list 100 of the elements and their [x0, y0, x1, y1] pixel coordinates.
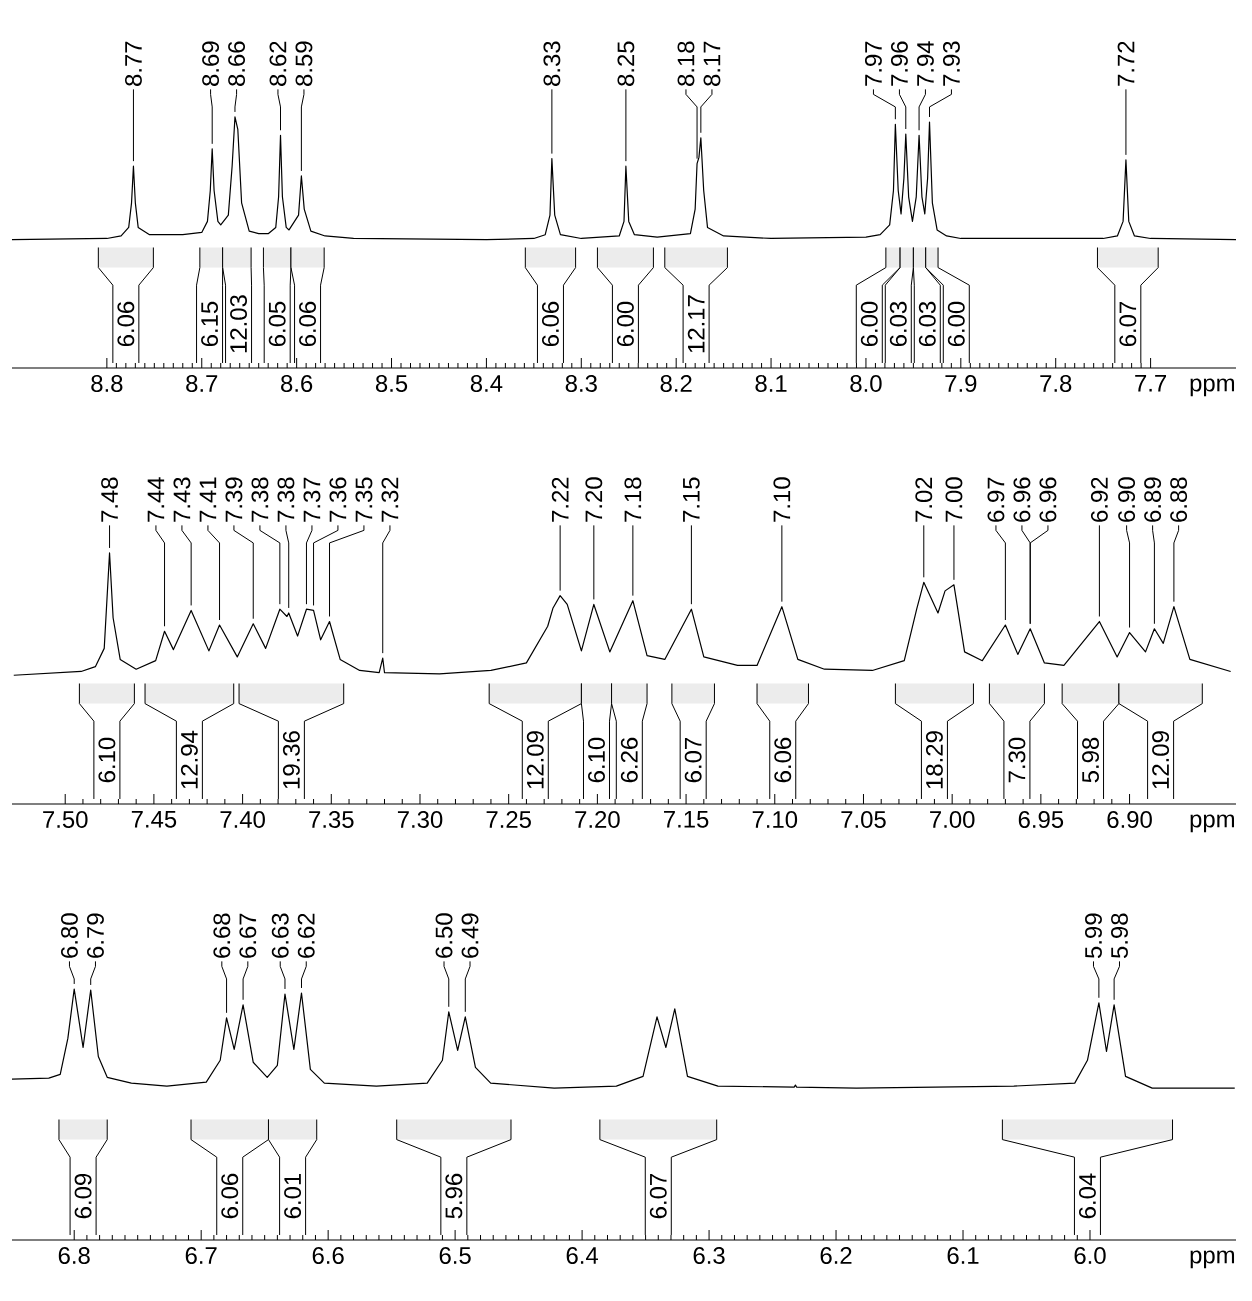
- x-tick-label: 7.10: [752, 811, 798, 828]
- band-label: 6.03: [889, 301, 907, 347]
- x-tick-label: 8.8: [91, 375, 123, 392]
- x-tick-label: 8.2: [660, 375, 692, 392]
- x-tick-label: 8.0: [850, 375, 882, 392]
- x-tick-label: 6.4: [566, 1247, 599, 1264]
- annotation: 6.90: [1118, 477, 1136, 522]
- annotation: 6.97: [987, 477, 1005, 522]
- annotation: 7.43: [173, 477, 191, 522]
- annotation: 6.50: [435, 913, 453, 958]
- x-tick-label: 6.8: [58, 1247, 90, 1264]
- annotation: 7.97: [864, 41, 882, 86]
- annotation: 6.96: [1013, 477, 1031, 522]
- band-label: 6.06: [542, 301, 559, 347]
- annotation: 6.63: [271, 913, 289, 958]
- band-label: 12.09: [1152, 731, 1170, 789]
- band-label: 6.09: [74, 1173, 92, 1219]
- annotation: 8.18: [677, 41, 695, 86]
- band-label: 19.36: [282, 731, 300, 789]
- x-tick-label: 7.25: [486, 811, 531, 828]
- annotation: 8.66: [228, 41, 246, 86]
- annotation: 6.96: [1039, 477, 1057, 522]
- annotation: 8.33: [543, 41, 561, 86]
- band-label: 6.07: [684, 738, 702, 783]
- x-tick-label: 7.00: [930, 811, 975, 828]
- band-label: 5.98: [1082, 737, 1099, 783]
- annotation: 7.37: [303, 477, 321, 522]
- annotation: 7.72: [1117, 41, 1135, 86]
- band-label: 6.07: [649, 1174, 667, 1219]
- x-tick-label: 7.30: [397, 811, 443, 828]
- x-tick-label: 7.7: [1135, 375, 1167, 392]
- x-tick-label: 7.20: [575, 811, 620, 828]
- x-tick-label: 7.45: [131, 811, 177, 828]
- annotation: 7.35: [355, 477, 373, 522]
- annotation: 7.94: [916, 41, 934, 86]
- x-tick-label: 7.05: [841, 811, 886, 828]
- annotation: 6.67: [239, 913, 257, 958]
- x-tick-label: 7.8: [1040, 375, 1072, 392]
- band-label: 6.06: [774, 737, 792, 783]
- annotation: 7.38: [277, 477, 295, 522]
- annotation: 7.02: [915, 477, 933, 522]
- band-label: 6.03: [918, 301, 936, 347]
- band-label: 6.26: [620, 737, 638, 783]
- band-label: 6.06: [221, 1173, 239, 1219]
- annotation: 7.22: [551, 477, 569, 522]
- annotation: 7.44: [147, 477, 165, 522]
- annotation: 8.69: [202, 41, 220, 86]
- annotation: 7.38: [251, 477, 269, 522]
- x-tick-label: 7.9: [945, 375, 977, 392]
- annotation: 7.96: [890, 41, 908, 86]
- annotation: 7.18: [624, 477, 642, 522]
- x-tick-label: 6.0: [1074, 1247, 1106, 1264]
- band-label: 5.96: [445, 1173, 463, 1219]
- band-label: 6.00: [616, 301, 634, 347]
- annotation: 8.77: [124, 41, 142, 86]
- band-label: 12.03: [230, 295, 247, 353]
- x-tick-label: 8.7: [186, 375, 218, 392]
- annotation: 7.10: [773, 477, 791, 522]
- band-label: 6.15: [201, 301, 218, 347]
- x-tick-label: 7.35: [309, 811, 354, 828]
- annotation: 8.59: [295, 41, 313, 86]
- x-tick-label: 7.15: [664, 811, 709, 828]
- x-tick-label: 8.3: [565, 375, 597, 392]
- annotation: 7.39: [225, 477, 243, 522]
- x-tick-label: 6.1: [947, 1247, 979, 1264]
- band-label: 6.00: [860, 301, 878, 347]
- x-tick-label: 6.5: [439, 1247, 471, 1264]
- x-tick-label: 6.95: [1018, 811, 1064, 828]
- annotation: 7.93: [942, 41, 960, 86]
- x-tick-label: 6.7: [185, 1247, 217, 1264]
- band-label: 6.01: [284, 1173, 302, 1219]
- band-label: 7.30: [1008, 737, 1026, 783]
- band-label: 18.29: [925, 731, 943, 789]
- annotation: 6.92: [1090, 477, 1108, 522]
- x-tick-label: 8.1: [755, 375, 787, 392]
- annotation: 5.99: [1085, 913, 1102, 959]
- x-axis-title: ppm: [1190, 1250, 1235, 1269]
- x-tick-label: 6.3: [693, 1247, 725, 1264]
- annotation: 7.15: [683, 477, 700, 522]
- annotation: 7.48: [101, 477, 118, 522]
- band-label: 12.94: [180, 730, 198, 789]
- annotation: 7.36: [329, 477, 347, 522]
- annotation: 7.41: [199, 477, 217, 522]
- band-label: 6.06: [117, 301, 135, 347]
- x-axis-title: ppm: [1190, 814, 1235, 833]
- annotation: 5.98: [1111, 913, 1128, 959]
- band-label: 12.17: [687, 295, 705, 353]
- band-label: 6.06: [299, 301, 316, 347]
- annotation: 6.79: [87, 913, 104, 958]
- annotation: 8.17: [703, 41, 721, 86]
- annotation: 6.88: [1170, 477, 1188, 522]
- band-label: 12.09: [526, 731, 544, 789]
- x-tick-label: 6.2: [820, 1247, 852, 1264]
- band-label: 6.10: [98, 737, 116, 783]
- annotation: 7.00: [945, 477, 963, 522]
- annotation: 6.89: [1144, 477, 1162, 522]
- annotation: 8.62: [269, 41, 287, 86]
- band-label: 6.10: [588, 737, 605, 783]
- band-label: 6.07: [1119, 302, 1137, 347]
- x-tick-label: 6.90: [1107, 811, 1152, 828]
